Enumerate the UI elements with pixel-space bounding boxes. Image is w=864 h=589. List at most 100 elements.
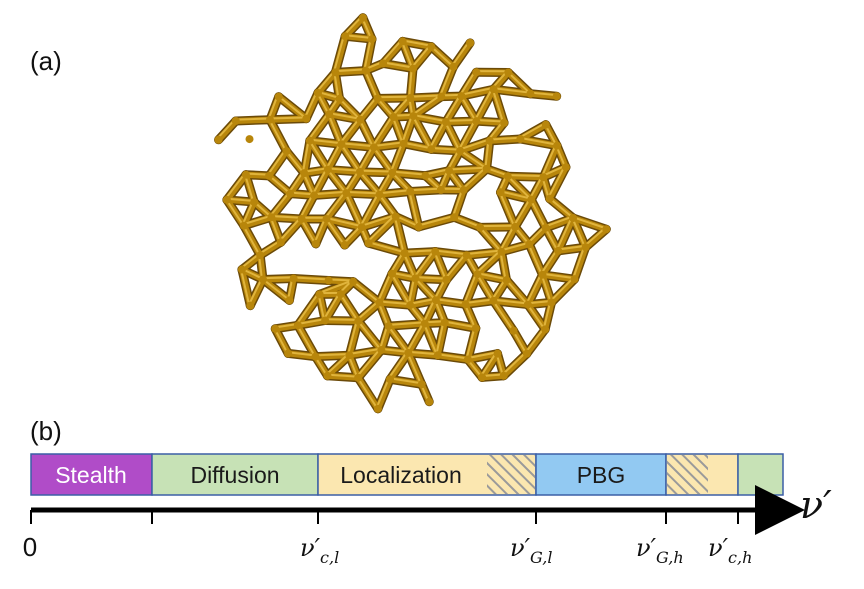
- network-strut: [355, 375, 378, 409]
- network-strut: [312, 352, 353, 360]
- network-strut: [343, 168, 363, 197]
- network-strut: [371, 114, 394, 148]
- network-strut: [474, 248, 505, 278]
- network-strut: [459, 87, 494, 96]
- network-node: [354, 317, 363, 326]
- network-strut: [266, 148, 287, 176]
- network-strut: [540, 248, 558, 275]
- network-node: [541, 325, 550, 334]
- network-strut: [307, 112, 330, 141]
- network-strut: [518, 122, 546, 139]
- network-strut: [287, 170, 308, 197]
- network-strut: [291, 276, 329, 281]
- network-strut: [570, 215, 607, 230]
- network-node: [373, 404, 382, 413]
- network-strut: [387, 377, 422, 385]
- network-strut: [542, 300, 552, 330]
- network-strut: [294, 317, 329, 329]
- tick-label-c-h: ν′c,h: [708, 534, 752, 567]
- network-node: [214, 135, 223, 144]
- network-node: [431, 247, 440, 256]
- network-strut: [405, 349, 441, 359]
- network-node: [340, 240, 349, 249]
- network-node: [482, 164, 491, 173]
- network-strut: [422, 321, 438, 356]
- network-strut: [432, 297, 469, 308]
- network-node: [502, 276, 511, 285]
- network-node: [406, 301, 415, 310]
- network-node: [241, 170, 250, 179]
- network-strut: [311, 167, 328, 196]
- network-strut: [239, 253, 260, 270]
- network-node: [602, 225, 611, 234]
- network-strut: [406, 350, 422, 385]
- network-strut: [257, 240, 281, 256]
- network-node: [323, 371, 332, 380]
- network-node: [404, 348, 413, 357]
- network-strut: [325, 167, 360, 172]
- network-strut: [572, 245, 586, 279]
- network-node: [489, 296, 498, 305]
- network-strut: [442, 93, 465, 126]
- network-strut: [339, 142, 374, 148]
- network-strut: [402, 249, 435, 253]
- network-strut: [389, 271, 410, 305]
- network-node: [400, 249, 409, 258]
- network-strut: [491, 298, 528, 305]
- segment-label-pbg: PBG: [577, 462, 626, 488]
- network-strut: [232, 116, 273, 124]
- network-strut: [416, 215, 455, 227]
- network-strut: [457, 138, 490, 151]
- network-strut: [376, 188, 414, 198]
- network-strut: [257, 239, 284, 259]
- network-strut: [223, 196, 258, 206]
- network-node: [463, 355, 472, 364]
- network-strut: [524, 327, 545, 354]
- network-node: [384, 322, 393, 331]
- panel-label-a: (a): [30, 46, 62, 76]
- network-strut: [376, 169, 396, 198]
- network-strut: [405, 320, 428, 356]
- network-strut: [483, 137, 493, 172]
- network-strut: [380, 39, 403, 64]
- network-node: [504, 68, 513, 77]
- network-strut: [491, 87, 504, 123]
- network-node: [355, 167, 364, 176]
- network-node: [442, 275, 451, 284]
- network-node: [322, 214, 331, 223]
- network-node: [313, 88, 322, 97]
- network-strut: [407, 65, 417, 101]
- network-strut: [215, 117, 239, 143]
- network-node: [478, 373, 487, 382]
- network-strut: [475, 249, 502, 275]
- network-strut: [428, 146, 464, 154]
- network-node: [523, 300, 532, 309]
- network-node: [297, 214, 306, 223]
- network-node: [553, 141, 562, 150]
- network-strut: [451, 187, 467, 221]
- network-node: [286, 189, 295, 198]
- network-node: [547, 298, 556, 307]
- network-strut: [408, 66, 413, 98]
- network-node: [250, 198, 259, 207]
- network-strut: [267, 116, 307, 120]
- network-strut: [401, 113, 414, 144]
- network-strut: [464, 350, 501, 363]
- network-strut: [322, 291, 344, 324]
- network-strut: [457, 137, 493, 154]
- network-strut: [390, 94, 414, 120]
- network-strut: [422, 298, 436, 324]
- network-node: [323, 165, 332, 174]
- network-node: [552, 92, 561, 101]
- network-strut: [386, 321, 425, 326]
- network-node: [450, 213, 459, 222]
- network-strut: [248, 277, 263, 306]
- network-strut: [223, 171, 249, 203]
- network-strut: [390, 141, 404, 173]
- network-strut: [518, 136, 557, 146]
- network-node: [282, 147, 291, 156]
- network-strut: [358, 191, 383, 231]
- network-strut: [358, 96, 378, 120]
- network-strut: [498, 190, 515, 227]
- network-strut: [504, 173, 547, 181]
